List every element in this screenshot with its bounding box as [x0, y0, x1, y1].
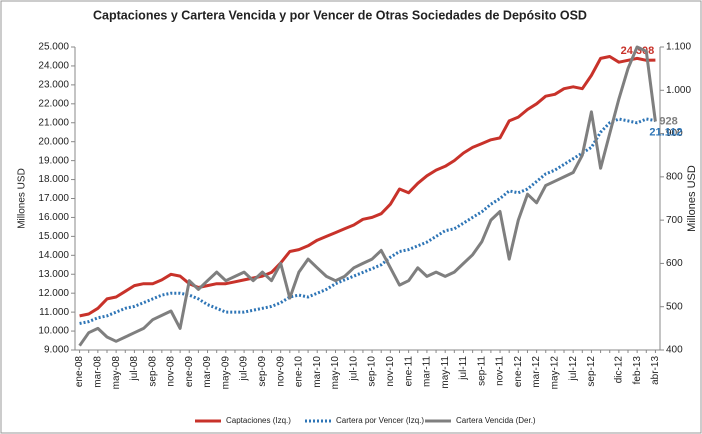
x-tick-label: mar-10 [312, 356, 323, 388]
y-tick-label: 17.000 [38, 193, 69, 204]
y-tick-label: 16.000 [38, 212, 69, 223]
x-tick-label: sep-09 [257, 356, 268, 387]
x-tick-label: jul-12 [568, 356, 579, 382]
legend-label: Captaciones (Izq.) [226, 416, 291, 425]
y-tick-label: 25.000 [38, 42, 69, 53]
legend-label: Cartera por Vencer (Izq.) [336, 416, 424, 425]
x-tick-label: feb-13 [632, 356, 643, 385]
x-tick-label: ene-08 [74, 356, 85, 388]
y-tick-label: 21.000 [38, 117, 69, 128]
y-tick-label: 23.000 [38, 80, 69, 91]
y-tick-label: 11.000 [39, 307, 69, 318]
x-tick-label: sep-12 [586, 356, 597, 387]
y2-tick-label: 900 [666, 128, 683, 139]
y2-tick-label: 1.000 [666, 85, 691, 96]
x-tick-label: ene-10 [294, 356, 305, 388]
y-tick-label: 22.000 [38, 98, 69, 109]
y-tick-label: 10.000 [38, 326, 69, 337]
x-tick-label: nov-08 [166, 356, 177, 387]
x-tick-label: jul-09 [239, 356, 250, 382]
x-tick-label: nov-11 [495, 356, 506, 386]
y-tick-label: 13.000 [38, 269, 69, 280]
y2-axis-label: Millones USD [686, 165, 698, 232]
x-tick-label: mar-08 [92, 356, 103, 388]
x-tick-label: may-10 [330, 356, 341, 390]
series-line [79, 117, 656, 325]
y-tick-label: 9.000 [44, 345, 69, 356]
y-tick-label: 19.000 [38, 155, 69, 166]
x-tick-label: sep-11 [476, 356, 487, 386]
y-tick-label: 20.000 [38, 136, 69, 147]
y2-tick-label: 1.100 [666, 42, 691, 53]
legend-label: Cartera Vencida (Der.) [456, 416, 536, 425]
y-tick-label: 14.000 [38, 250, 69, 261]
x-tick-label: ene-12 [513, 356, 524, 388]
x-tick-label: sep-08 [147, 356, 158, 387]
value-label: 928 [659, 115, 677, 127]
x-tick-label: mar-09 [202, 356, 213, 388]
x-tick-label: nov-10 [385, 356, 396, 387]
value-label: 21.112 [649, 127, 682, 139]
series-line [79, 55, 656, 318]
x-tick-label: mar-11 [422, 356, 433, 387]
x-tick-label: may-08 [111, 356, 122, 390]
x-tick-label: jul-11 [458, 356, 469, 381]
x-tick-label: mar-12 [531, 356, 542, 388]
x-tick-label: sep-10 [367, 356, 378, 387]
x-tick-label: may-12 [550, 356, 561, 390]
y2-tick-label: 600 [666, 258, 683, 269]
y-tick-label: 12.000 [38, 288, 69, 299]
chart-title: Captaciones y Cartera Vencida y por Venc… [93, 8, 587, 22]
x-tick-label: may-09 [220, 356, 231, 390]
y-tick-label: 15.000 [38, 231, 69, 242]
x-tick-label: abr-13 [650, 356, 661, 385]
y2-tick-label: 500 [666, 301, 683, 312]
x-tick-label: jul-08 [129, 356, 140, 382]
x-tick-label: jul-10 [348, 356, 359, 382]
x-tick-label: ene-11 [403, 356, 414, 387]
x-tick-label: ene-09 [184, 356, 195, 388]
x-tick-label: dic-12 [614, 356, 625, 384]
y2-tick-label: 800 [666, 171, 683, 182]
y-tick-label: 18.000 [38, 174, 69, 185]
series-line [78, 45, 657, 347]
y2-tick-label: 400 [666, 345, 683, 356]
x-tick-label: nov-09 [275, 356, 286, 387]
x-tick-label: may-11 [440, 356, 451, 389]
y2-tick-label: 700 [666, 215, 683, 226]
y-axis-label: Millones USD [17, 168, 28, 229]
y-tick-label: 24.000 [38, 61, 69, 72]
